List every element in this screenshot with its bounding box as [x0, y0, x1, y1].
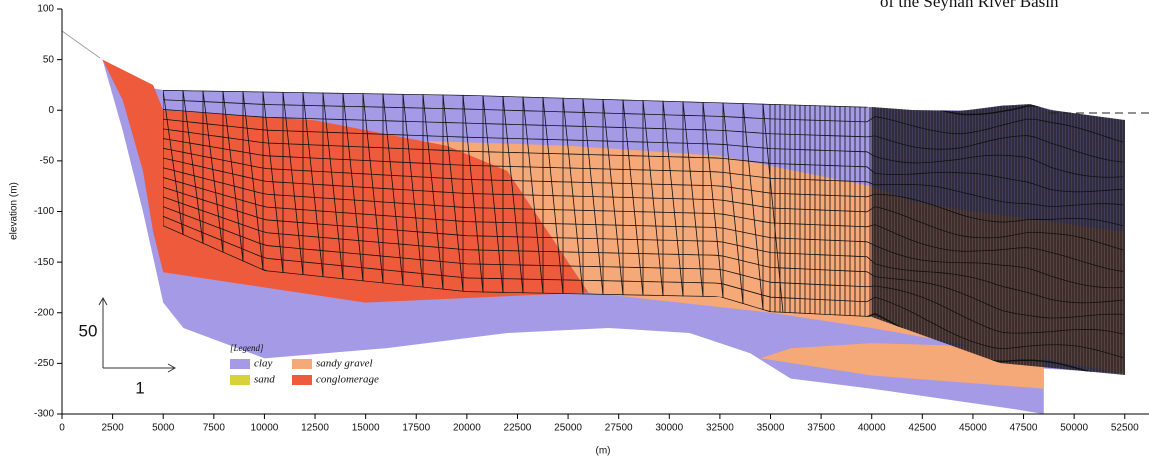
x-tick-label: 30000 — [655, 423, 683, 434]
y-axis-label: elevation (m) — [9, 182, 20, 240]
x-tick-label: 40000 — [858, 423, 886, 434]
y-tick-label: 100 — [37, 4, 54, 15]
legend-swatch — [292, 359, 312, 369]
scale-label: 50 — [79, 321, 98, 340]
y-tick-label: -150 — [34, 257, 54, 268]
x-tick-label: 0 — [59, 423, 65, 434]
x-axis-label: (m) — [596, 446, 611, 457]
legend-swatch — [292, 375, 312, 385]
scale-bar: 50 1 — [79, 298, 175, 397]
x-tick-label: 10000 — [251, 423, 279, 434]
y-tick-label: -250 — [34, 358, 54, 369]
x-tick-label: 42500 — [908, 423, 936, 434]
x-tick-label: 5000 — [152, 423, 175, 434]
legend-title: [Legend] — [230, 343, 264, 353]
x-tick-label: 2500 — [101, 423, 124, 434]
y-tick-label: 50 — [43, 54, 55, 65]
legend-label: sand — [254, 374, 275, 386]
legend-label: conglomerage — [316, 374, 379, 386]
chart-title: of the Seyhan River Basin — [880, 0, 1059, 11]
x-tick-label: 17500 — [402, 423, 430, 434]
x-tick-label: 50000 — [1060, 423, 1088, 434]
x-tick-label: 12500 — [301, 423, 329, 434]
x-tick-label: 47500 — [1010, 423, 1038, 434]
x-tick-label: 35000 — [757, 423, 785, 434]
legend-swatch — [230, 359, 250, 369]
x-tick-label: 20000 — [453, 423, 481, 434]
chart: of the Seyhan River Basin elevation (m) … — [0, 0, 1149, 461]
x-tick-label: 45000 — [959, 423, 987, 434]
y-tick-label: 0 — [48, 105, 54, 116]
legend-swatch — [230, 375, 250, 385]
x-tick-label: 52500 — [1111, 423, 1139, 434]
x-tick-label: 27500 — [605, 423, 633, 434]
scale-label: 1 — [135, 378, 144, 397]
y-tick-label: -300 — [34, 409, 54, 420]
x-tick-label: 15000 — [352, 423, 380, 434]
legend-label: clay — [254, 358, 272, 370]
x-tick-label: 32500 — [706, 423, 734, 434]
surface-trace — [62, 31, 100, 58]
y-tick-label: -50 — [40, 156, 55, 167]
x-tick-label: 25000 — [554, 423, 582, 434]
legend-label: sandy gravel — [316, 358, 373, 370]
x-tick-label: 7500 — [203, 423, 226, 434]
x-tick-label: 22500 — [504, 423, 532, 434]
y-tick-label: -100 — [34, 206, 54, 217]
legend: clay sand sandy gravel conglomerage — [230, 358, 379, 386]
x-tick-label: 37500 — [807, 423, 835, 434]
y-tick-label: -200 — [34, 307, 54, 318]
